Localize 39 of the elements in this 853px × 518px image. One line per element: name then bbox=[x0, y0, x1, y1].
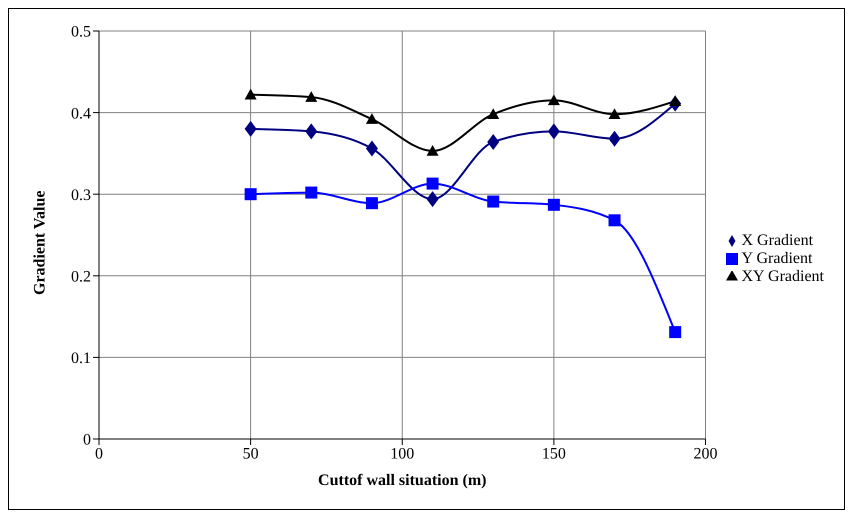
y-tick-label: 0.5 bbox=[71, 24, 91, 41]
point bbox=[487, 196, 500, 208]
point bbox=[305, 91, 318, 102]
x-tick-label: 150 bbox=[542, 445, 566, 462]
y-tick-label: 0.3 bbox=[71, 186, 91, 204]
x-tick-label: 0 bbox=[95, 445, 103, 462]
y-tick-label: 0 bbox=[83, 432, 91, 449]
x-tick-label: 200 bbox=[694, 445, 718, 462]
x-tick-label: 50 bbox=[242, 445, 259, 462]
point bbox=[426, 191, 439, 208]
point bbox=[305, 186, 318, 199]
y-tick-label: 0.2 bbox=[71, 268, 91, 286]
point bbox=[305, 123, 318, 140]
point bbox=[366, 140, 378, 157]
point bbox=[426, 144, 439, 156]
point bbox=[608, 214, 621, 226]
point bbox=[244, 188, 257, 200]
point bbox=[669, 95, 682, 106]
legend-label: X Gradient bbox=[742, 232, 814, 249]
point bbox=[244, 88, 257, 100]
point bbox=[487, 108, 500, 120]
point bbox=[608, 108, 621, 120]
y-tick-label: 0.4 bbox=[71, 105, 91, 122]
point bbox=[366, 197, 378, 210]
point bbox=[366, 113, 378, 124]
legend-label: Y Gradient bbox=[742, 250, 812, 267]
point bbox=[426, 178, 439, 190]
point bbox=[487, 134, 500, 150]
y-axis-title: Gradient Value bbox=[32, 190, 49, 295]
point bbox=[244, 120, 257, 137]
point bbox=[669, 326, 682, 338]
point bbox=[548, 123, 560, 140]
point bbox=[548, 198, 560, 211]
point bbox=[608, 130, 621, 147]
legend-label: XY Gradient bbox=[742, 268, 824, 285]
x-axis-title: Cuttof wall situation (m) bbox=[318, 472, 486, 489]
x-tick-label: 100 bbox=[390, 445, 414, 462]
y-tick-label: 0.1 bbox=[71, 350, 91, 368]
point bbox=[548, 94, 560, 106]
